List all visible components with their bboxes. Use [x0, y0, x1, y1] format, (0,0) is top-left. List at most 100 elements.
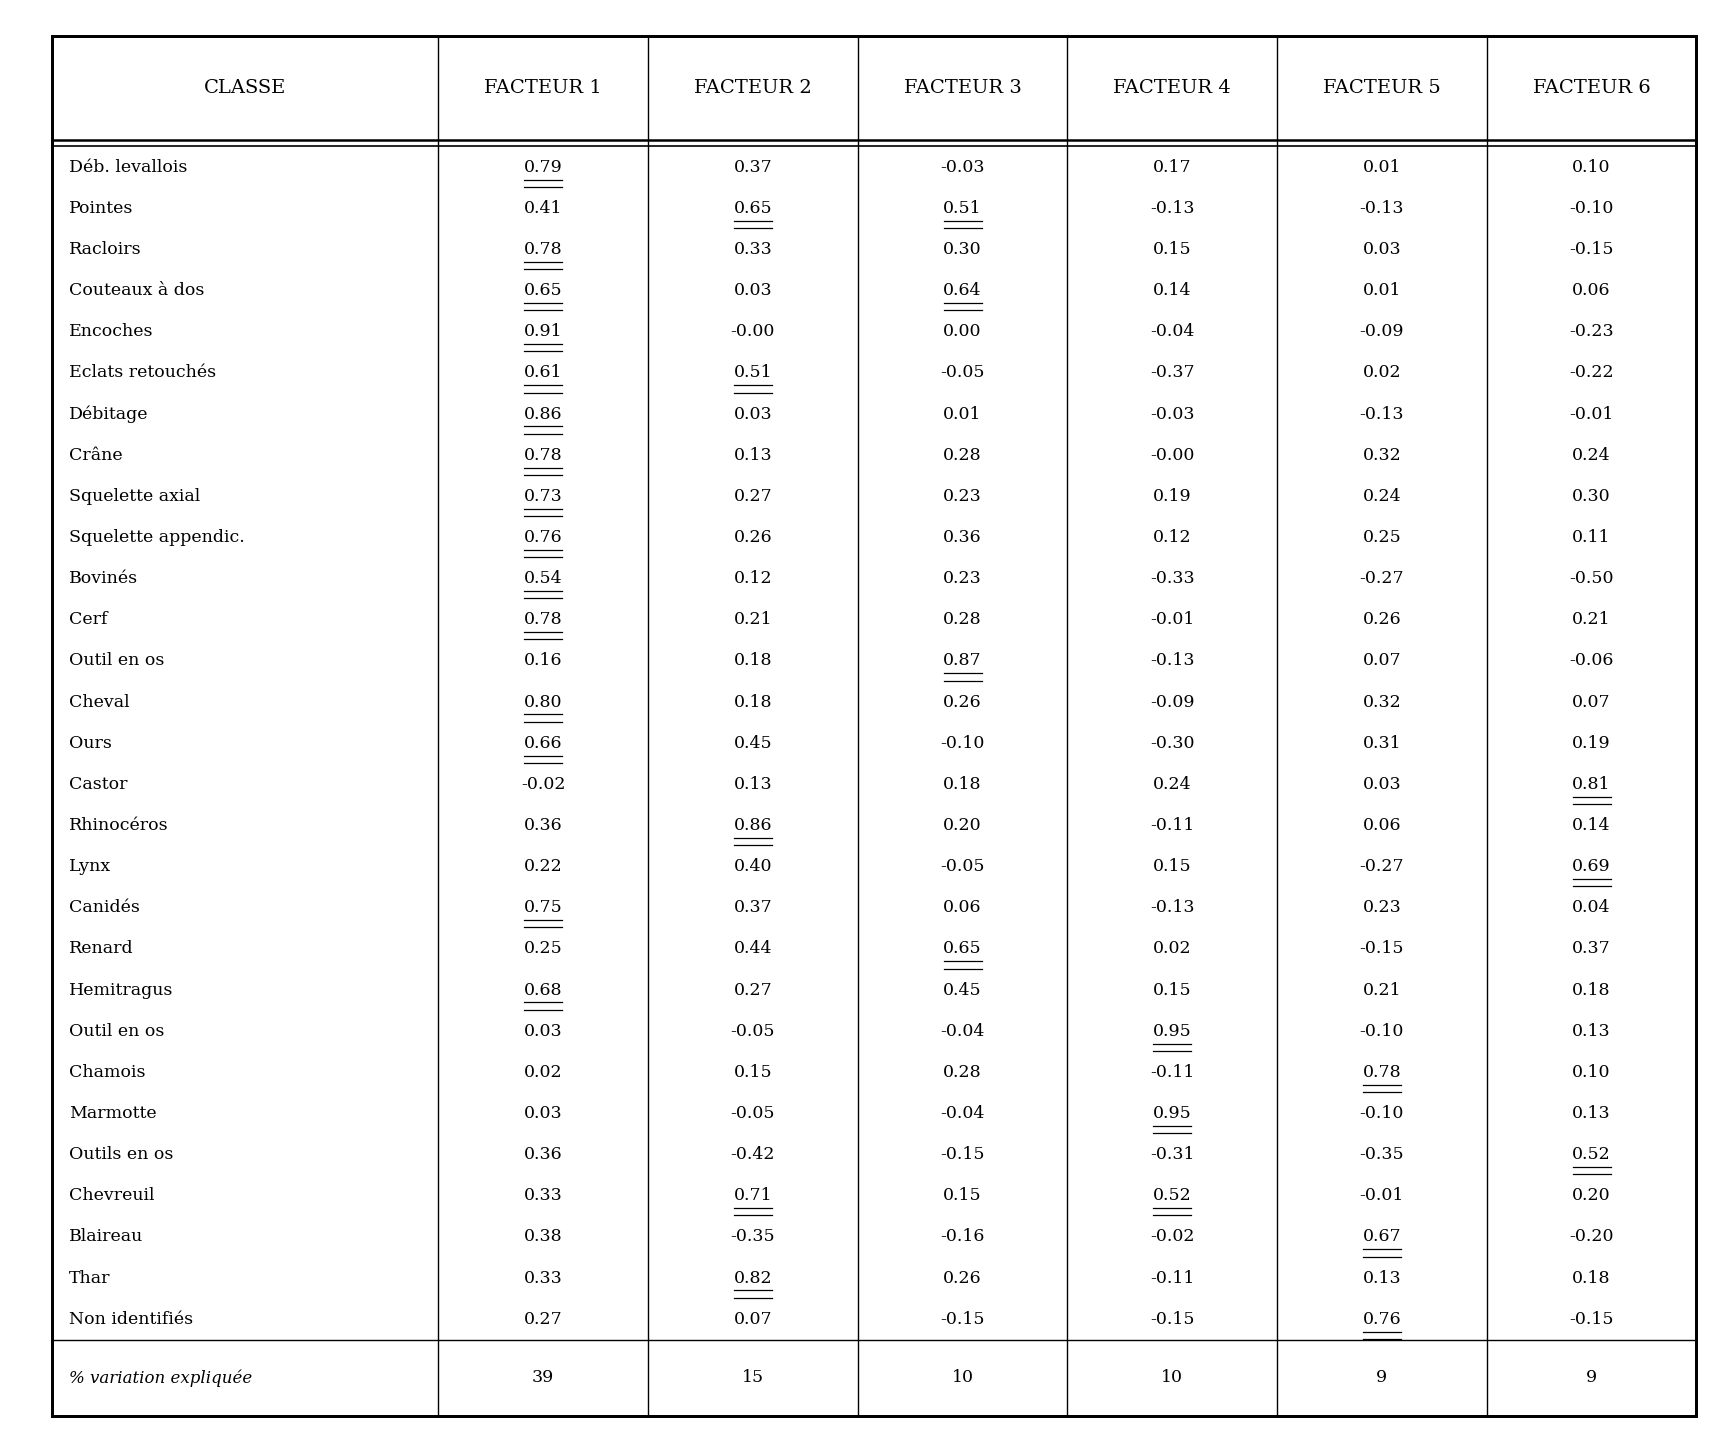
Text: 0.52: 0.52 [1152, 1188, 1190, 1204]
Text: Renard: Renard [69, 941, 133, 957]
Text: Ours: Ours [69, 735, 112, 752]
Text: 0.17: 0.17 [1152, 158, 1190, 176]
Text: 0.78: 0.78 [1362, 1064, 1400, 1080]
Text: FACTEUR 6: FACTEUR 6 [1531, 78, 1649, 97]
Text: -0.15: -0.15 [1569, 241, 1612, 258]
Text: 0.02: 0.02 [524, 1064, 562, 1080]
Text: 0.14: 0.14 [1571, 817, 1611, 833]
Text: 0.68: 0.68 [524, 982, 562, 999]
Text: 0.45: 0.45 [734, 735, 772, 752]
Text: 0.76: 0.76 [524, 529, 562, 546]
Text: 0.36: 0.36 [524, 817, 562, 833]
Text: 0.13: 0.13 [1571, 1105, 1611, 1122]
Text: -0.05: -0.05 [939, 364, 984, 382]
Text: Outil en os: Outil en os [69, 652, 164, 669]
Text: Encoches: Encoches [69, 324, 154, 340]
Text: 0.36: 0.36 [524, 1146, 562, 1163]
Text: 0.15: 0.15 [1152, 241, 1190, 258]
Text: Thar: Thar [69, 1269, 111, 1286]
Text: 0.26: 0.26 [943, 694, 981, 710]
Text: 0.18: 0.18 [734, 694, 772, 710]
Text: -0.03: -0.03 [939, 158, 984, 176]
Text: 0.06: 0.06 [1362, 817, 1400, 833]
Text: Non identifiés: Non identifiés [69, 1311, 194, 1327]
Text: 0.27: 0.27 [524, 1311, 562, 1327]
Text: Chevreuil: Chevreuil [69, 1188, 154, 1204]
Text: Cheval: Cheval [69, 694, 130, 710]
Text: 0.76: 0.76 [1362, 1311, 1400, 1327]
Text: -0.04: -0.04 [1149, 324, 1194, 340]
Text: 0.11: 0.11 [1571, 529, 1611, 546]
Text: -0.05: -0.05 [730, 1105, 775, 1122]
Text: 0.44: 0.44 [734, 941, 772, 957]
Text: 0.95: 0.95 [1152, 1022, 1190, 1040]
Text: 0.25: 0.25 [1362, 529, 1401, 546]
Text: 0.32: 0.32 [1362, 447, 1401, 463]
Text: 0.52: 0.52 [1571, 1146, 1611, 1163]
Text: -0.27: -0.27 [1358, 858, 1403, 876]
Text: 0.03: 0.03 [734, 405, 772, 423]
Text: Rhinocéros: Rhinocéros [69, 817, 170, 833]
Text: 0.03: 0.03 [524, 1105, 562, 1122]
Text: 0.51: 0.51 [734, 364, 772, 382]
Text: Castor: Castor [69, 775, 128, 793]
Text: 9: 9 [1375, 1369, 1387, 1387]
Text: 0.37: 0.37 [734, 899, 772, 916]
Text: -0.10: -0.10 [939, 735, 984, 752]
Text: Blaireau: Blaireau [69, 1228, 144, 1246]
Text: -0.05: -0.05 [730, 1022, 775, 1040]
Text: Pointes: Pointes [69, 200, 133, 216]
Text: Cerf: Cerf [69, 611, 107, 629]
Text: 10: 10 [1161, 1369, 1183, 1387]
Text: -0.01: -0.01 [1358, 1188, 1403, 1204]
Text: -0.20: -0.20 [1569, 1228, 1612, 1246]
Text: 0.16: 0.16 [524, 652, 562, 669]
Text: -0.10: -0.10 [1358, 1105, 1403, 1122]
Text: 0.33: 0.33 [734, 241, 772, 258]
Text: -0.31: -0.31 [1149, 1146, 1194, 1163]
Text: 0.21: 0.21 [1571, 611, 1611, 629]
Text: Racloirs: Racloirs [69, 241, 142, 258]
Text: % variation expliquée: % variation expliquée [69, 1369, 253, 1387]
Text: 0.38: 0.38 [524, 1228, 562, 1246]
Text: -0.13: -0.13 [1358, 405, 1403, 423]
Text: -0.35: -0.35 [1358, 1146, 1403, 1163]
Text: 0.18: 0.18 [1571, 1269, 1611, 1286]
Text: -0.13: -0.13 [1149, 652, 1194, 669]
Text: 0.40: 0.40 [734, 858, 772, 876]
Text: 0.03: 0.03 [524, 1022, 562, 1040]
Text: -0.01: -0.01 [1569, 405, 1612, 423]
Text: -0.02: -0.02 [521, 775, 566, 793]
Text: -0.27: -0.27 [1358, 571, 1403, 587]
Text: 0.67: 0.67 [1362, 1228, 1400, 1246]
Text: -0.33: -0.33 [1149, 571, 1194, 587]
Text: 0.45: 0.45 [943, 982, 981, 999]
Text: 0.07: 0.07 [1362, 652, 1400, 669]
Text: 0.30: 0.30 [943, 241, 981, 258]
Text: 0.23: 0.23 [1362, 899, 1401, 916]
Text: 0.69: 0.69 [1571, 858, 1611, 876]
Text: -0.13: -0.13 [1149, 899, 1194, 916]
Text: 0.21: 0.21 [1362, 982, 1400, 999]
Text: 0.66: 0.66 [524, 735, 562, 752]
Text: 0.25: 0.25 [524, 941, 562, 957]
Text: 0.26: 0.26 [1362, 611, 1400, 629]
Text: -0.42: -0.42 [730, 1146, 775, 1163]
Text: 0.24: 0.24 [1152, 775, 1190, 793]
Text: 0.24: 0.24 [1362, 488, 1400, 505]
Text: 0.32: 0.32 [1362, 694, 1401, 710]
Text: -0.15: -0.15 [1149, 1311, 1194, 1327]
Text: -0.35: -0.35 [730, 1228, 775, 1246]
Text: 0.13: 0.13 [734, 775, 772, 793]
Text: 0.37: 0.37 [1571, 941, 1611, 957]
Text: -0.15: -0.15 [939, 1311, 984, 1327]
Text: -0.09: -0.09 [1358, 324, 1403, 340]
Text: -0.00: -0.00 [730, 324, 775, 340]
Text: -0.09: -0.09 [1149, 694, 1194, 710]
Text: -0.11: -0.11 [1149, 1269, 1194, 1286]
Text: 0.02: 0.02 [1362, 364, 1400, 382]
Text: -0.16: -0.16 [939, 1228, 984, 1246]
Text: 10: 10 [952, 1369, 972, 1387]
Text: 0.24: 0.24 [1571, 447, 1611, 463]
Text: -0.03: -0.03 [1149, 405, 1194, 423]
